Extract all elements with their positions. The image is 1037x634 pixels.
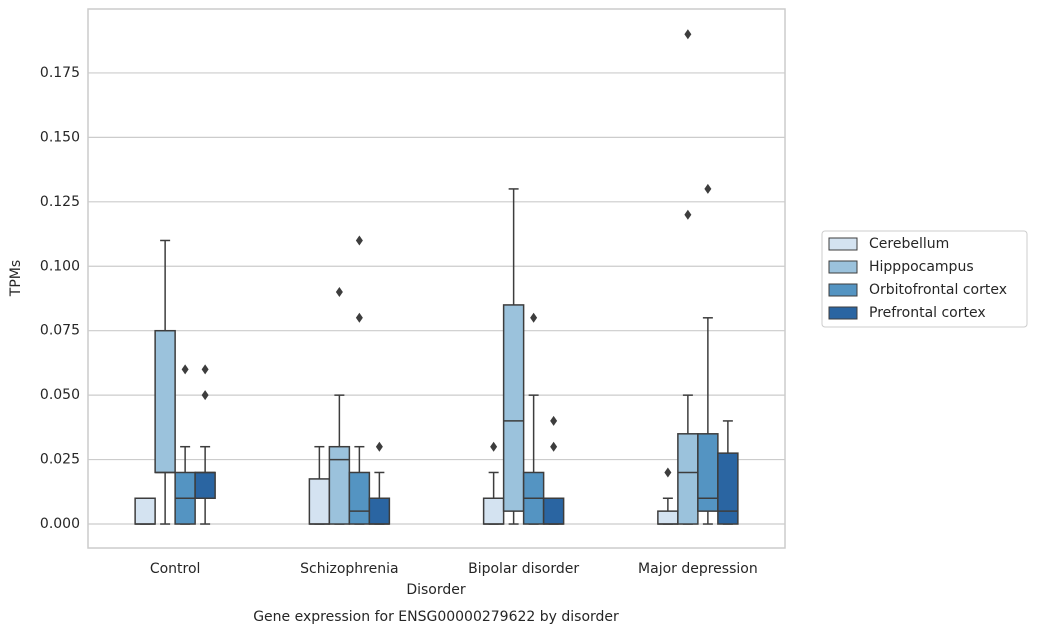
outlier <box>201 364 209 375</box>
box <box>677 433 699 525</box>
legend-label: Prefrontal cortex <box>869 305 986 321</box>
box <box>502 304 525 512</box>
outlier <box>704 183 712 194</box>
outlier <box>550 415 558 426</box>
outlier <box>684 209 692 220</box>
outlier <box>684 29 692 40</box>
legend-box <box>821 230 1028 328</box>
legend-label: Orbitofrontal cortex <box>869 282 1007 298</box>
legend-label: Hipppocampus <box>869 259 974 275</box>
legend-swatch <box>828 306 858 320</box>
plot-frame <box>87 8 786 549</box>
outlier <box>550 441 558 452</box>
y-tick-label: 0.125 <box>40 194 80 210</box>
box <box>657 510 679 525</box>
outlier <box>201 390 209 401</box>
y-tick-label: 0.000 <box>40 516 80 532</box>
box <box>194 471 216 500</box>
legend-swatch <box>828 283 858 297</box>
outlier <box>355 312 363 323</box>
box <box>482 497 505 525</box>
x-tick-label: Control <box>150 561 201 577</box>
box <box>328 445 351 525</box>
box <box>542 497 565 525</box>
y-tick-label: 0.075 <box>40 323 80 339</box>
legend-label: Cerebellum <box>869 236 949 252</box>
outlier <box>355 235 363 246</box>
x-axis-label: Disorder <box>406 582 466 598</box>
box <box>134 497 156 525</box>
box <box>717 452 739 525</box>
x-tick-label: Bipolar disorder <box>468 561 579 577</box>
box <box>368 497 391 525</box>
outlier <box>375 441 383 452</box>
y-tick-label: 0.050 <box>40 387 80 403</box>
x-tick-label: Major depression <box>638 561 758 577</box>
outlier <box>530 312 538 323</box>
y-tick-label: 0.150 <box>40 129 80 145</box>
box <box>308 478 331 525</box>
y-tick-label: 0.025 <box>40 452 80 468</box>
y-tick-label: 0.100 <box>40 258 80 274</box>
outlier <box>490 441 498 452</box>
legend-swatch <box>828 237 858 251</box>
box <box>154 329 176 474</box>
outlier <box>181 364 189 375</box>
outlier <box>335 287 343 298</box>
box <box>348 471 371 525</box>
box <box>697 433 719 512</box>
chart-title: Gene expression for ENSG00000279622 by d… <box>253 609 619 625</box>
y-axis-label: TPMs <box>8 260 24 297</box>
x-tick-label: Schizophrenia <box>300 561 398 577</box>
y-tick-label: 0.175 <box>40 65 80 81</box>
outlier <box>664 467 672 478</box>
legend-swatch <box>828 260 858 274</box>
